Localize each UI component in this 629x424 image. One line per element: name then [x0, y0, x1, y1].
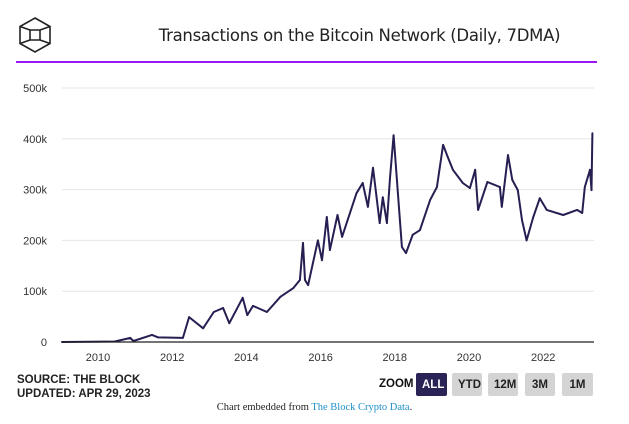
credit-suffix: . — [409, 402, 413, 413]
data-point — [499, 186, 501, 188]
data-point — [429, 198, 432, 201]
data-point — [181, 337, 184, 339]
data-point — [292, 287, 295, 290]
data-point — [222, 307, 224, 309]
data-point — [590, 189, 593, 192]
credit-text: Chart embedded from — [216, 402, 312, 413]
data-point — [307, 284, 309, 287]
y-tick-label: 500k — [23, 83, 47, 95]
data-point — [486, 181, 489, 183]
data-point — [129, 337, 132, 339]
data-point — [378, 222, 381, 225]
data-point — [511, 179, 514, 181]
data-point — [436, 186, 438, 188]
data-point — [228, 322, 231, 325]
data-point — [317, 239, 319, 242]
data-point — [328, 249, 331, 251]
x-tick-label: 2014 — [234, 352, 258, 364]
data-point — [500, 205, 503, 208]
data-point — [521, 219, 523, 221]
data-point — [386, 222, 388, 225]
data-point — [366, 205, 369, 208]
x-tick-label: 2012 — [160, 352, 184, 364]
data-point — [188, 316, 190, 319]
x-tick-label: 2018 — [383, 352, 407, 364]
data-point — [545, 209, 548, 211]
data-point — [419, 229, 421, 232]
data-point — [241, 296, 244, 299]
data-point — [252, 305, 254, 307]
data-point — [325, 216, 328, 218]
x-tick-label: 2010 — [86, 352, 110, 364]
zoom-label: ZOOM — [379, 378, 414, 390]
data-point — [336, 214, 339, 216]
zoom-1m-button[interactable]: 1M — [562, 373, 593, 396]
data-point — [157, 336, 160, 339]
y-tick-label: 200k — [23, 235, 47, 247]
title-divider — [16, 61, 597, 63]
data-point — [372, 166, 374, 169]
zoom-ytd-button[interactable]: YTD — [452, 373, 482, 396]
data-point — [474, 168, 477, 171]
data-point — [507, 154, 509, 156]
y-tick-label: 300k — [23, 185, 47, 197]
zoom-3m-button[interactable]: 3M — [525, 373, 555, 396]
y-tick-label: 400k — [23, 134, 47, 146]
the-block-logo-icon — [19, 17, 51, 53]
data-point — [298, 279, 301, 281]
updated-label: UPDATED: APR 29, 2023 — [17, 387, 151, 400]
data-point — [576, 209, 578, 211]
chart-title: Transactions on the Bitcoin Network (Dai… — [158, 26, 561, 45]
data-point — [591, 132, 594, 135]
embed-credit: Chart embedded from The Block Crypto Dat… — [0, 402, 629, 413]
data-point — [405, 252, 407, 255]
data-point — [525, 239, 528, 242]
data-point — [151, 333, 153, 336]
data-point — [265, 311, 268, 313]
data-point — [302, 242, 304, 244]
data-point — [396, 192, 399, 195]
data-point — [381, 196, 384, 199]
data-point — [392, 134, 395, 137]
data-point — [562, 214, 565, 216]
y-tick-label: 100k — [23, 286, 47, 298]
source-label: SOURCE: THE BLOCK — [17, 374, 141, 386]
data-point — [389, 177, 391, 179]
data-point — [477, 209, 480, 211]
data-point — [469, 187, 471, 189]
series-line — [61, 133, 594, 343]
data-point — [279, 295, 282, 298]
x-tick-label: 2020 — [457, 352, 481, 364]
line-chart: 0 100k 200k 300k 400k 500k 2010 2012 2014 2016 201… — [23, 83, 594, 364]
data-point — [411, 233, 414, 236]
data-point — [304, 279, 306, 281]
data-point — [400, 246, 403, 248]
data-point — [355, 192, 358, 195]
y-tick-label: 0 — [41, 337, 47, 349]
data-point — [451, 168, 454, 171]
data-point — [581, 212, 584, 214]
data-point — [516, 189, 519, 192]
data-point — [212, 311, 215, 313]
zoom-all-button[interactable]: ALL — [416, 373, 447, 396]
data-point — [321, 259, 323, 262]
x-tick-label: 2016 — [308, 352, 332, 364]
zoom-12m-button[interactable]: 12M — [488, 373, 518, 396]
credit-link[interactable]: The Block Crypto Data — [311, 402, 410, 413]
data-point — [202, 327, 205, 330]
data-point — [538, 197, 541, 200]
data-point — [341, 235, 343, 238]
data-point — [246, 314, 249, 316]
data-point — [532, 216, 535, 218]
data-point — [461, 182, 464, 184]
source-info: SOURCE: THE BLOCK UPDATED: APR 29, 2023 — [17, 374, 151, 401]
data-point — [361, 182, 364, 184]
data-point — [446, 156, 449, 158]
data-point — [583, 186, 586, 188]
x-tick-label: 2022 — [531, 352, 555, 364]
data-point — [589, 168, 591, 171]
data-point — [442, 143, 445, 146]
